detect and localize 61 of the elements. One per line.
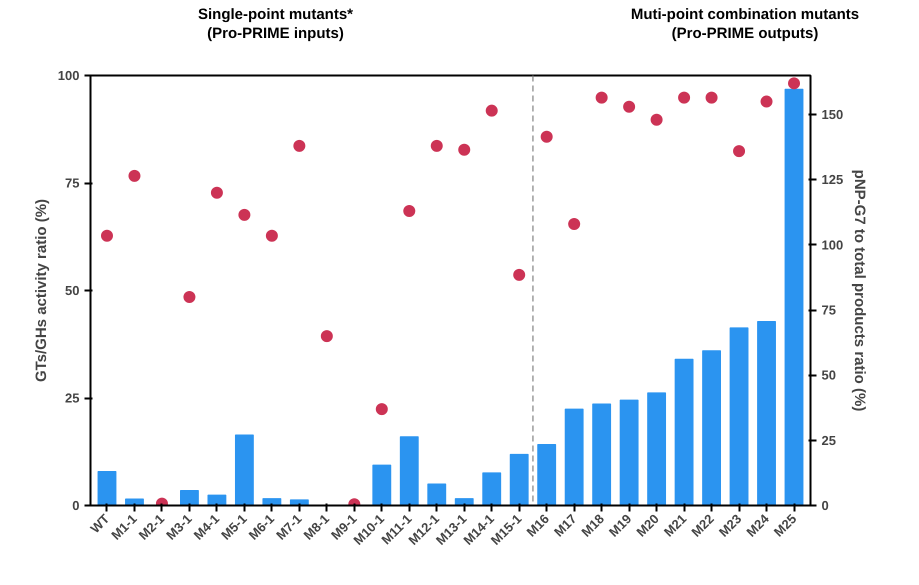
bar (784, 88, 804, 506)
point (513, 268, 526, 281)
text: Single-point mutants* (Pro-PRIME inputs) (198, 5, 353, 43)
bar (730, 327, 748, 506)
point (100, 230, 113, 242)
bar (427, 484, 446, 506)
bar (702, 350, 721, 506)
y-tick-label: 25 (65, 390, 80, 406)
y2-tick-label: 100 (822, 237, 844, 252)
point (788, 77, 800, 90)
y-tick-label: 50 (65, 283, 80, 298)
bar (674, 358, 694, 506)
bar (537, 444, 556, 506)
point (128, 170, 140, 182)
bar (564, 408, 584, 506)
bar (234, 434, 254, 506)
x-tick-label: M21 (660, 511, 690, 540)
y-tick-label: 0 (72, 498, 80, 513)
bar (482, 472, 502, 506)
bar (400, 436, 419, 506)
bar (510, 454, 529, 506)
point (266, 230, 278, 242)
point (540, 130, 553, 143)
text: Muti-point combination mutants (Pro-PRIME outputs) (630, 5, 860, 43)
point (430, 140, 443, 152)
point (293, 140, 306, 152)
bar (592, 404, 612, 506)
point (678, 92, 690, 104)
point (623, 100, 636, 113)
point (486, 104, 498, 117)
point (376, 403, 388, 416)
bar (647, 392, 666, 506)
bar (98, 471, 116, 506)
x-tick-label: WT (87, 511, 112, 536)
y-axis-title: GTs/GHs activity ratio (%) (32, 198, 50, 382)
bar (372, 464, 392, 506)
bar (207, 494, 226, 506)
y2-tick-label: 150 (822, 107, 844, 122)
y2-tick-label: 0 (822, 498, 829, 513)
point (210, 186, 223, 199)
bar (620, 400, 639, 506)
point (706, 92, 718, 104)
bar (180, 490, 199, 506)
bar (757, 320, 776, 506)
y2-tick-label: 25 (822, 432, 836, 448)
y-tick-label: 75 (65, 176, 80, 190)
y2-tick-label: 75 (822, 302, 836, 318)
point (650, 114, 663, 126)
point (568, 218, 580, 230)
point (596, 92, 608, 104)
point (760, 96, 773, 108)
y2-tick-label: 125 (822, 172, 844, 188)
point (320, 330, 333, 342)
point (733, 145, 746, 158)
point (403, 205, 416, 218)
y2-axis-title: pNP-G7 to total products ratio (%) (851, 170, 868, 412)
point (238, 208, 250, 221)
point (458, 144, 470, 156)
point (183, 291, 196, 304)
y2-tick-label: 50 (822, 368, 836, 383)
y-tick-label: 100 (58, 68, 80, 83)
